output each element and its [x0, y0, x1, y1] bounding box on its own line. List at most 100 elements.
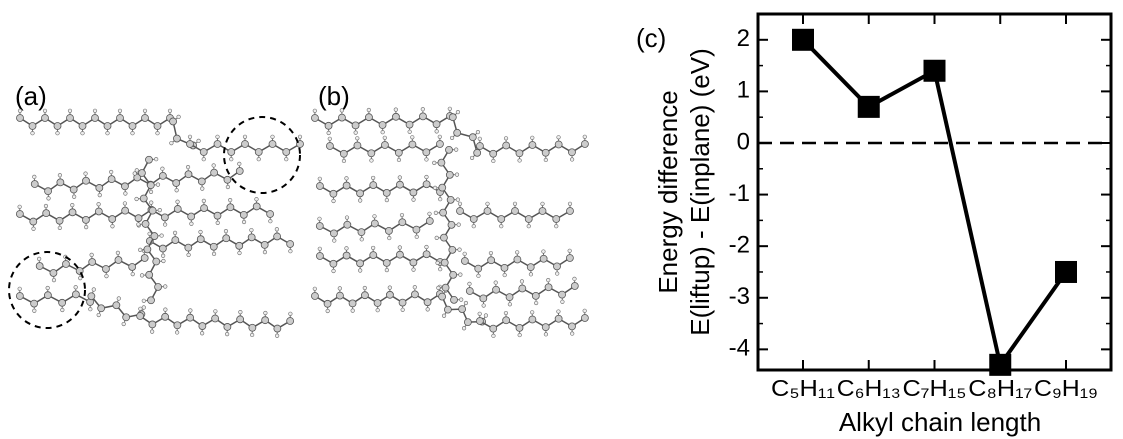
hydrogen — [340, 109, 344, 113]
carbon — [117, 115, 124, 122]
carbon — [70, 186, 77, 193]
hydrogen — [46, 286, 50, 290]
carbon — [211, 169, 218, 176]
carbon — [98, 305, 105, 312]
carbon — [568, 323, 575, 330]
carbon — [392, 113, 399, 120]
hydrogen — [156, 183, 160, 187]
hydrogen — [43, 109, 47, 113]
carbon — [267, 210, 274, 217]
carbon — [396, 181, 403, 188]
carbon — [253, 203, 260, 210]
hydrogen — [81, 131, 85, 135]
hydrogen — [214, 310, 218, 314]
hydrogen — [137, 223, 141, 227]
hydrogen — [257, 157, 261, 161]
carbon — [423, 181, 430, 188]
carbon — [459, 306, 466, 313]
carbon — [159, 245, 166, 252]
hydrogen — [289, 312, 293, 316]
carbon — [553, 263, 560, 270]
hydrogen — [326, 309, 330, 313]
carbon — [173, 135, 180, 142]
carbon — [79, 123, 86, 130]
hydrogen — [464, 301, 468, 305]
carbon — [88, 293, 95, 300]
carbon — [261, 241, 268, 248]
hydrogen — [492, 159, 496, 163]
hydrogen — [450, 136, 454, 140]
carbon — [476, 143, 483, 150]
carbon — [396, 251, 403, 258]
hydrogen — [415, 235, 419, 239]
hydrogen — [44, 204, 48, 208]
carbon — [29, 123, 36, 130]
hydrogen — [554, 224, 558, 228]
carbon — [54, 123, 61, 130]
hydrogen — [106, 131, 110, 135]
carbon — [30, 218, 37, 225]
carbon — [159, 172, 166, 179]
carbon — [542, 149, 549, 156]
carbon — [383, 189, 390, 196]
hydrogen — [176, 200, 180, 204]
hydrogen — [338, 287, 342, 291]
hydrogen — [173, 231, 177, 235]
carbon — [161, 214, 168, 221]
hydrogen — [33, 309, 37, 313]
hydrogen — [457, 223, 461, 227]
hydrogen — [561, 300, 565, 304]
hydrogen — [328, 137, 332, 141]
carbon — [214, 141, 221, 148]
carbon — [461, 258, 468, 265]
carbon — [444, 306, 451, 313]
hydrogen — [410, 136, 414, 140]
hydrogen — [492, 334, 496, 338]
hydrogen — [358, 199, 362, 203]
hydrogen — [363, 286, 367, 290]
hydrogen — [97, 313, 101, 317]
carbon — [539, 208, 546, 215]
hydrogen — [156, 131, 160, 135]
carbon — [185, 171, 192, 178]
carbon — [545, 284, 552, 291]
hydrogen — [18, 205, 22, 209]
carbon — [31, 300, 38, 307]
hydrogen — [401, 308, 405, 312]
carbon — [95, 208, 102, 215]
carbon — [555, 141, 562, 148]
hydrogen — [250, 228, 254, 232]
carbon — [212, 315, 219, 322]
x-tick-label: C₆H₁₃ — [837, 375, 901, 401]
hydrogen — [482, 304, 486, 308]
carbon — [330, 190, 337, 197]
carbon — [441, 259, 448, 266]
carbon — [340, 150, 347, 157]
carbon — [138, 170, 145, 177]
carbon — [255, 149, 262, 156]
carbon — [45, 188, 52, 195]
carbon — [399, 299, 406, 306]
hydrogen — [228, 198, 232, 202]
carbon — [67, 115, 74, 122]
data-marker — [1055, 261, 1077, 283]
carbon — [553, 216, 560, 223]
hydrogen — [456, 198, 460, 202]
hydrogen — [504, 137, 508, 141]
carbon — [383, 259, 390, 266]
carbon — [113, 302, 120, 309]
hydrogen — [118, 109, 122, 113]
carbon — [349, 300, 356, 307]
hydrogen — [202, 199, 206, 203]
hydrogen — [367, 108, 371, 112]
hydrogen — [438, 267, 442, 271]
carbon — [370, 252, 377, 259]
hydrogen — [398, 246, 402, 250]
carbon — [224, 176, 231, 183]
hydrogen — [269, 219, 273, 223]
hydrogen — [58, 173, 62, 177]
panel-label: (a) — [15, 81, 47, 111]
data-marker — [989, 354, 1011, 376]
hydrogen — [31, 131, 35, 135]
hydrogen — [189, 309, 193, 313]
